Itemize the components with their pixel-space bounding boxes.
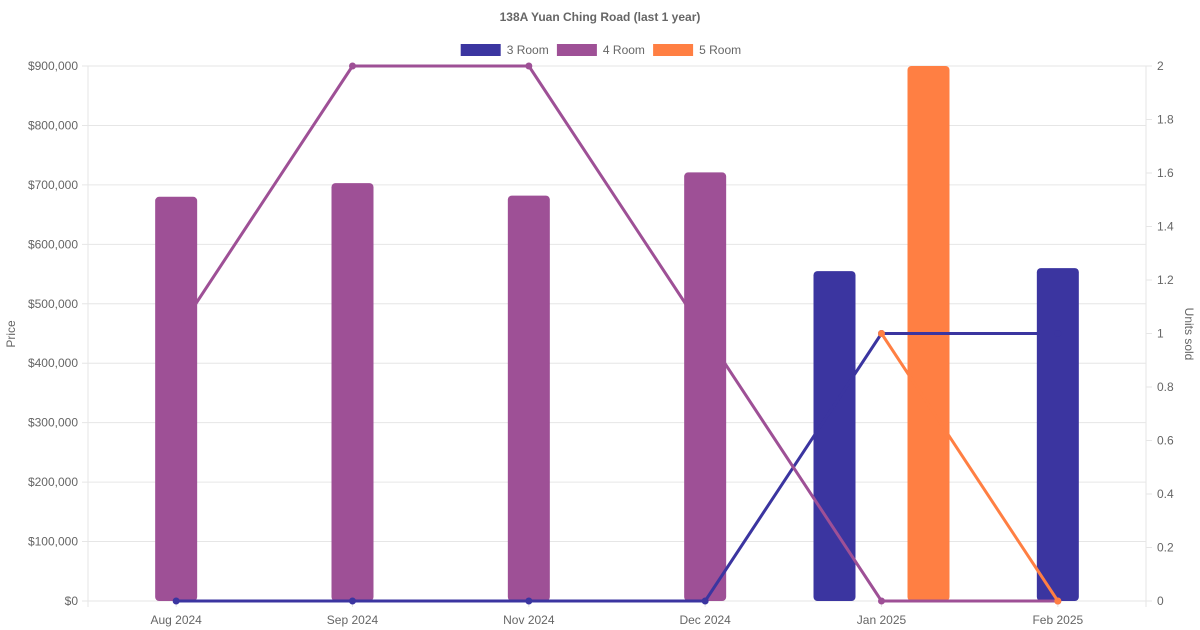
- x-tick-label: Aug 2024: [150, 613, 202, 627]
- y-right-tick-label: 1.4: [1157, 220, 1174, 234]
- y-right-axis-title: Units sold: [1182, 308, 1196, 361]
- x-tick-label: Jan 2025: [857, 613, 907, 627]
- point-3-room: [1054, 330, 1062, 337]
- legend-swatch: [460, 44, 501, 56]
- legend[interactable]: 3 Room 4 Room 5 Room: [460, 43, 741, 57]
- y-right-tick-label: 2: [1157, 59, 1164, 73]
- chart-title: 138A Yuan Ching Road (last 1 year): [500, 10, 701, 24]
- legend-label: 4 Room: [603, 43, 645, 57]
- lines: [172, 62, 1062, 605]
- point-4-room: [349, 62, 356, 70]
- line-5-room: [880, 332, 1060, 602]
- y-right-tick-label: 1.2: [1157, 273, 1174, 287]
- bars: [155, 66, 1079, 602]
- bar-4-room: [155, 196, 198, 601]
- legend-label: 5 Room: [699, 43, 741, 57]
- line-4-room: [174, 64, 1058, 603]
- y-right-tick-label: 0.2: [1157, 541, 1174, 555]
- x-tick-label: Nov 2024: [503, 613, 555, 627]
- point-4-room: [172, 330, 180, 337]
- y-right-tick-label: 1.8: [1157, 113, 1174, 127]
- point-4-room: [878, 597, 885, 605]
- y-right-tick-label: 0: [1157, 594, 1164, 608]
- legend-item-3-room[interactable]: 3 Room: [460, 43, 549, 57]
- y-right-tick-label: 1.6: [1157, 166, 1174, 180]
- y-left-tick-label: $0: [65, 594, 79, 608]
- point-3-room: [701, 597, 709, 605]
- bar-4-room: [331, 183, 374, 601]
- legend-swatch: [653, 44, 694, 56]
- point-3-room: [172, 597, 180, 605]
- y-left-tick-label: $700,000: [28, 178, 78, 192]
- x-tick-label: Sep 2024: [327, 613, 379, 627]
- y-left-tick-label: $100,000: [28, 535, 78, 549]
- y-left-tick-label: $800,000: [28, 118, 78, 132]
- y-left-tick-label: $300,000: [28, 416, 78, 430]
- y-left-tick-label: $600,000: [28, 237, 78, 251]
- y-left-tick-label: $500,000: [28, 297, 78, 311]
- point-5-room: [878, 330, 885, 337]
- bar-4-room: [507, 195, 550, 602]
- y-left-tick-label: $200,000: [28, 475, 78, 489]
- point-4-room: [701, 330, 709, 337]
- point-4-room: [525, 62, 533, 70]
- y-left-tick-label: $900,000: [28, 59, 78, 73]
- line-3-room: [176, 332, 1058, 603]
- y-left-tick-label: $400,000: [28, 356, 78, 370]
- bar-3-room: [813, 271, 856, 601]
- x-tick-label: Feb 2025: [1032, 613, 1083, 627]
- y-right-tick-label: 0.4: [1157, 487, 1174, 501]
- y-right-tick-label: 0.6: [1157, 434, 1174, 448]
- point-5-room: [1054, 597, 1062, 605]
- axes: $0 $100,000 $200,000 $300,000 $400,000 $500,0…: [28, 59, 1174, 627]
- y-left-axis-title: Price: [4, 320, 18, 348]
- point-3-room: [349, 597, 356, 605]
- grid: [82, 65, 1152, 607]
- bar-4-room: [684, 172, 727, 601]
- x-tick-label: Dec 2024: [679, 613, 731, 627]
- point-3-room: [525, 597, 533, 605]
- bar-3-room: [1036, 268, 1079, 601]
- y-right-tick-label: 0.8: [1157, 380, 1174, 394]
- legend-item-5-room[interactable]: 5 Room: [653, 43, 741, 57]
- legend-swatch: [556, 44, 597, 56]
- y-right-tick-label: 1: [1157, 327, 1164, 341]
- legend-label: 3 Room: [507, 43, 549, 57]
- legend-item-4-room[interactable]: 4 Room: [556, 43, 645, 57]
